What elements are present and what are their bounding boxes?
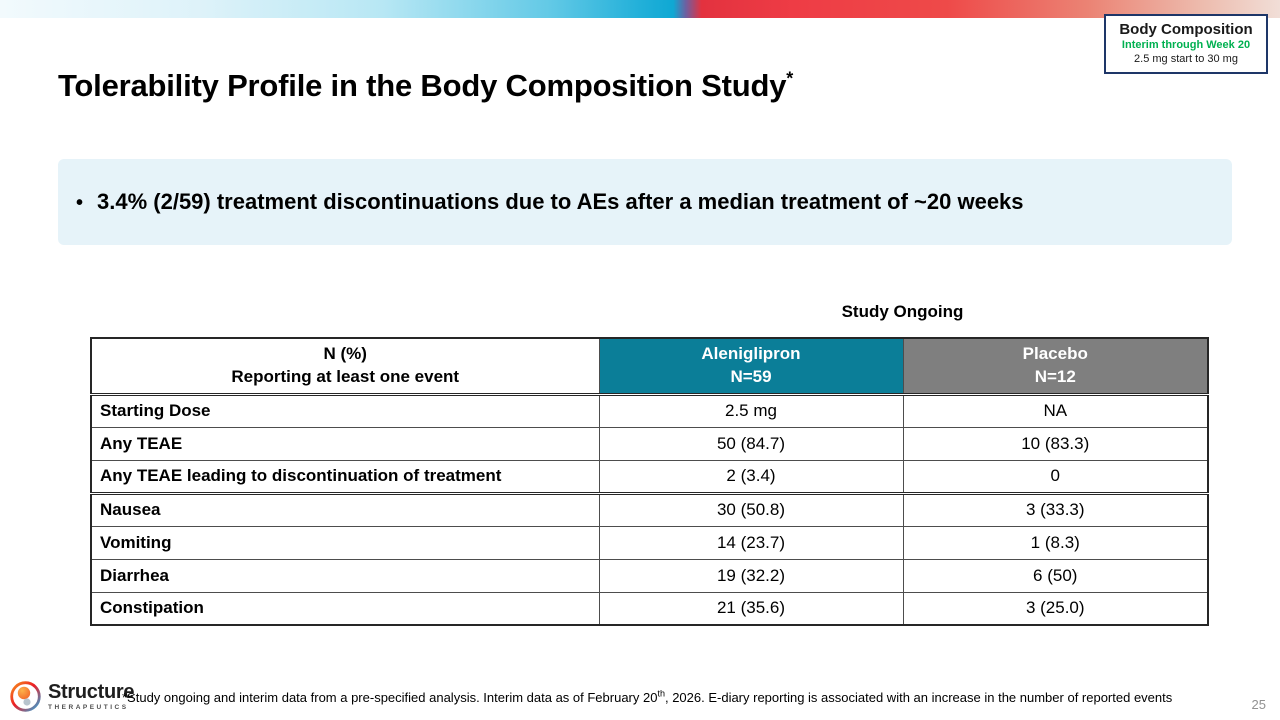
row-placebo-value: 1 (8.3): [902, 525, 1209, 560]
badge-interim-note: Interim through Week 20: [1121, 39, 1251, 52]
header-placebo-n: N=12: [1034, 366, 1076, 386]
row-label: Any TEAE: [90, 426, 600, 461]
row-aleniglipron-value: 30 (50.8): [598, 492, 904, 527]
row-placebo-value: 6 (50): [902, 558, 1209, 593]
header-aleniglipron-n: N=59: [730, 366, 772, 386]
row-aleniglipron-value: 21 (35.6): [598, 591, 904, 626]
table-row: Any TEAE leading to discontinuation of t…: [90, 459, 1209, 495]
footnote-superscript: th: [657, 688, 665, 699]
badge-study-name: Body Composition: [1119, 21, 1253, 38]
table-row: Nausea 30 (50.8) 3 (33.3): [90, 492, 1209, 527]
page-title-text: Tolerability Profile in the Body Composi…: [58, 68, 787, 103]
header-event-column: N (%) Reporting at least one event: [90, 337, 600, 396]
page-number: 25: [1251, 697, 1266, 712]
row-placebo-value: 10 (83.3): [902, 426, 1209, 461]
footnote-text-1: *Study ongoing and interim data from a p…: [122, 690, 658, 705]
row-label: Nausea: [90, 492, 600, 527]
row-placebo-value: 3 (25.0): [902, 591, 1209, 626]
logo-company-subtext: THERAPEUTICS: [48, 704, 129, 711]
header-placebo-name: Placebo: [1022, 343, 1088, 363]
row-aleniglipron-value: 2.5 mg: [598, 393, 904, 428]
footnote-text-2: , 2026. E-diary reporting is associated …: [664, 690, 1173, 705]
page-title-asterisk: *: [786, 68, 794, 89]
row-aleniglipron-value: 50 (84.7): [598, 426, 904, 461]
table-row: Starting Dose 2.5 mg NA: [90, 393, 1209, 428]
structure-therapeutics-logo-icon: [10, 681, 41, 712]
header-event-line1: N (%): [323, 343, 367, 363]
study-ongoing-label: Study Ongoing: [841, 302, 964, 321]
row-placebo-value: NA: [902, 393, 1209, 428]
row-label: Diarrhea: [90, 558, 600, 593]
row-aleniglipron-value: 14 (23.7): [598, 525, 904, 560]
bullet-icon: •: [76, 192, 84, 214]
gradient-accent-bar: [0, 0, 1280, 18]
table-row: Diarrhea 19 (32.2) 6 (50): [90, 558, 1209, 593]
key-message-text: 3.4% (2/59) treatment discontinuations d…: [97, 189, 1024, 214]
header-event-line2: Reporting at least one event: [231, 366, 460, 386]
company-logo: Structure THERAPEUTICS: [10, 681, 135, 712]
row-aleniglipron-value: 2 (3.4): [598, 459, 904, 495]
badge-dose-note: 2.5 mg start to 30 mg: [1134, 52, 1238, 65]
adverse-events-table: N (%) Reporting at least one event Aleni…: [90, 337, 1209, 626]
logo-company-name: Structure: [48, 681, 135, 703]
table-row: Constipation 21 (35.6) 3 (25.0): [90, 591, 1209, 626]
page-title: Tolerability Profile in the Body Composi…: [58, 68, 1058, 104]
table-row: Any TEAE 50 (84.7) 10 (83.3): [90, 426, 1209, 461]
row-label: Starting Dose: [90, 393, 600, 428]
footnote: *Study ongoing and interim data from a p…: [122, 688, 1222, 705]
table-row: Vomiting 14 (23.7) 1 (8.3): [90, 525, 1209, 560]
study-info-badge: Body Composition Interim through Week 20…: [1104, 14, 1268, 75]
key-message-callout: • 3.4% (2/59) treatment discontinuations…: [58, 159, 1232, 245]
table-header-row: N (%) Reporting at least one event Aleni…: [90, 337, 1209, 396]
header-aleniglipron-name: Aleniglipron: [701, 343, 801, 363]
row-label: Vomiting: [90, 525, 600, 560]
row-aleniglipron-value: 19 (32.2): [598, 558, 904, 593]
row-placebo-value: 0: [902, 459, 1209, 495]
row-placebo-value: 3 (33.3): [902, 492, 1209, 527]
row-label: Any TEAE leading to discontinuation of t…: [90, 459, 600, 495]
header-placebo-column: Placebo N=12: [902, 337, 1209, 396]
row-label: Constipation: [90, 591, 600, 626]
header-aleniglipron-column: Aleniglipron N=59: [598, 337, 904, 396]
